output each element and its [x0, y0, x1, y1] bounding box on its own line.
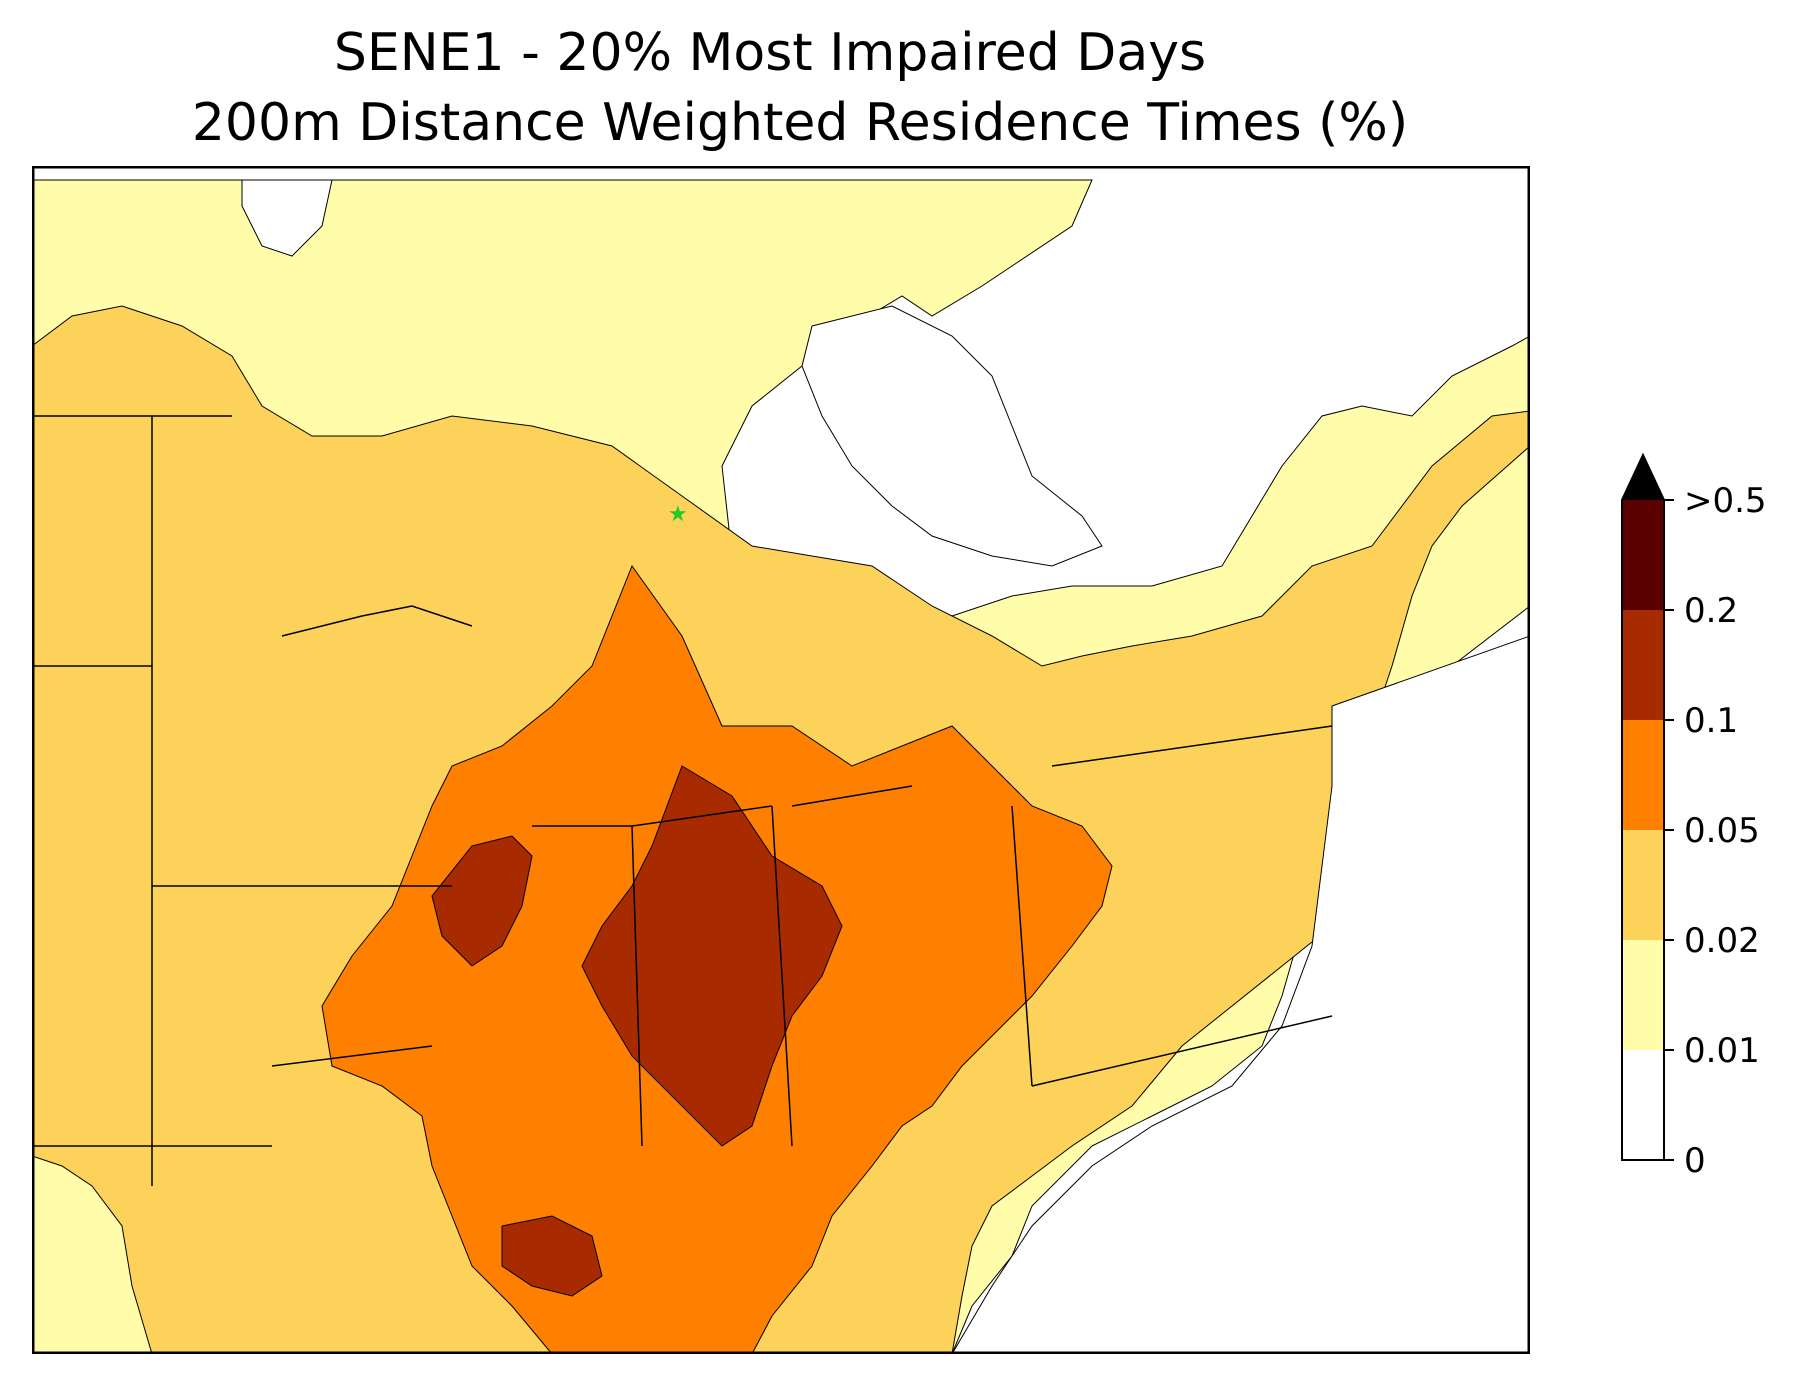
map-frame — [32, 166, 1530, 1354]
contour-white-nw — [241, 179, 333, 257]
receptor-star-icon: ★ — [668, 502, 688, 527]
colorbar-tick-label: 0.2 — [1684, 591, 1738, 631]
contour-white-hudson — [801, 305, 1103, 567]
colorbar-tick-label: 0.05 — [1684, 811, 1760, 851]
contour-dark-orange-west — [431, 835, 533, 967]
contour-white-east — [951, 635, 1530, 1354]
colorbar-tick-label: >0.5 — [1684, 481, 1767, 521]
contour-dark-orange-south — [501, 1215, 603, 1297]
colorbar-bin-0 — [1622, 1050, 1664, 1160]
colorbar-bin-1 — [1622, 940, 1664, 1050]
colorbar-tick-label: 0.01 — [1684, 1031, 1760, 1071]
colorbar-tick-label: 0.1 — [1684, 701, 1738, 741]
map-title-line2: 200m Distance Weighted Residence Times (… — [191, 93, 1409, 153]
colorbar-tick-label: 0 — [1684, 1141, 1706, 1180]
colorbar: 0 0.01 0.02 0.05 0.1 0.2 >0.5 — [1621, 452, 1767, 1180]
residence-time-map: ★ — [32, 166, 1530, 1354]
map-title-line1: SENE1 - 20% Most Impaired Days — [333, 23, 1207, 83]
colorbar-bin-5 — [1622, 500, 1664, 610]
state-boundaries — [32, 415, 1333, 1186]
colorbar-bin-3 — [1622, 720, 1664, 830]
colorbar-tick-label: 0.02 — [1684, 921, 1760, 961]
colorbar-bin-2 — [1622, 830, 1664, 940]
colorbar-extend-arrow — [1622, 455, 1664, 500]
contour-dark-orange-center — [581, 765, 843, 1147]
colorbar-outline — [1621, 452, 1665, 1161]
colorbar-bin-4 — [1622, 610, 1664, 720]
